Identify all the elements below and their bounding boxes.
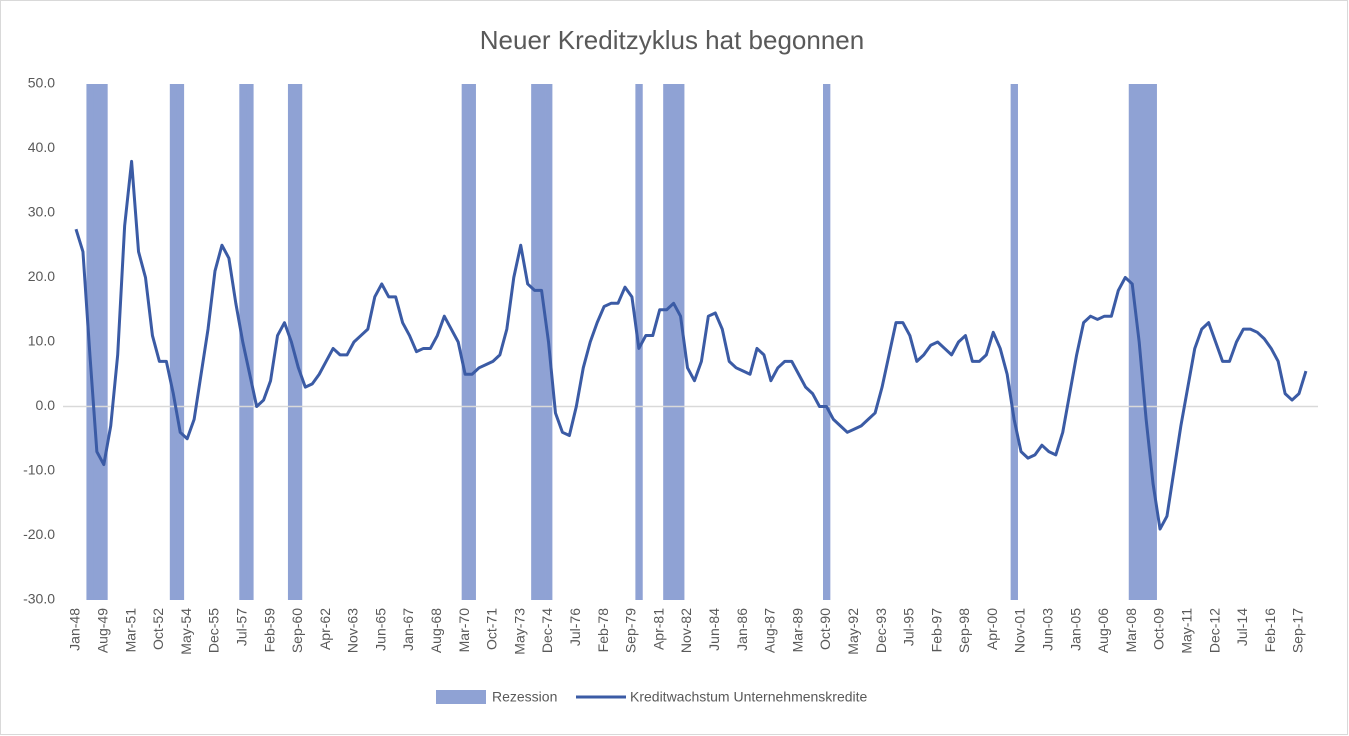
recession-bar [1149, 84, 1157, 600]
chart-title: Neuer Kreditzyklus hat begonnen [480, 25, 864, 55]
y-tick-label: 20.0 [28, 268, 55, 284]
legend-label: Rezession [492, 689, 557, 705]
x-tick-label: Oct-90 [817, 608, 833, 650]
recession-bar [246, 84, 254, 600]
x-tick-label: Oct-09 [1151, 608, 1167, 650]
x-tick-label: Aug-87 [762, 608, 778, 653]
x-tick-label: Mar-70 [456, 608, 472, 653]
y-tick-label: -10.0 [23, 462, 55, 478]
x-tick-label: Dec-93 [873, 608, 889, 653]
x-tick-label: Sep-79 [623, 608, 639, 653]
legend: Rezession Kreditwachstum Unternehmenskre… [436, 689, 868, 705]
x-tick-label: Dec-55 [206, 608, 222, 653]
x-tick-label: Apr-62 [317, 608, 333, 650]
y-tick-label: 10.0 [28, 333, 55, 349]
x-tick-label: Jul-14 [1234, 608, 1250, 646]
x-tick-label: Sep-17 [1290, 608, 1306, 653]
x-tick-label: Jul-76 [567, 608, 583, 646]
x-tick-label: Oct-52 [150, 608, 166, 650]
x-tick-label: Feb-59 [261, 608, 277, 653]
x-tick-label: Oct-71 [484, 608, 500, 650]
recession-bar [93, 84, 101, 600]
recession-bar [468, 84, 476, 600]
x-tick-label: Jan-86 [734, 608, 750, 651]
x-tick-label: Feb-78 [595, 608, 611, 653]
recession-bar [823, 84, 831, 600]
recession-bar [663, 84, 671, 600]
x-tick-label: Jun-03 [1040, 608, 1056, 651]
x-tick-label: Sep-60 [289, 608, 305, 653]
x-tick-label: May-73 [511, 608, 527, 655]
y-tick-label: 40.0 [28, 139, 55, 155]
x-tick-label: Jul-95 [901, 608, 917, 646]
legend-label: Kreditwachstum Unternehmenskredite [630, 689, 868, 705]
recession-bar [169, 84, 178, 600]
x-tick-label: Apr-81 [650, 608, 666, 650]
x-tick-label: Nov-01 [1012, 608, 1028, 653]
x-tick-label: Apr-00 [984, 608, 1000, 650]
y-tick-label: -20.0 [23, 526, 55, 542]
x-tick-label: Jan-67 [400, 608, 416, 651]
recession-bar [100, 84, 108, 600]
x-tick-label: Nov-82 [678, 608, 694, 653]
y-tick-label: 50.0 [28, 75, 55, 91]
x-tick-label: May-11 [1179, 608, 1195, 654]
recession-bar [677, 84, 685, 600]
x-tick-label: Mar-89 [789, 608, 805, 653]
x-tick-label: Aug-49 [95, 608, 111, 653]
x-tick-label: May-92 [845, 608, 861, 655]
x-tick-label: Sep-98 [956, 608, 972, 653]
x-tick-label: Aug-06 [1095, 608, 1111, 653]
legend-swatch [436, 690, 486, 704]
x-tick-label: Mar-51 [122, 608, 138, 653]
recession-bar [1010, 84, 1018, 600]
x-tick-label: Nov-63 [345, 608, 361, 653]
y-tick-label: 0.0 [36, 397, 56, 413]
x-tick-label: Feb-97 [928, 608, 944, 653]
x-tick-label: Dec-74 [539, 608, 555, 653]
data-line [74, 159, 1308, 531]
x-tick-label: Feb-16 [1262, 608, 1278, 653]
x-tick-label: Jul-57 [234, 608, 250, 646]
recession-bar [531, 84, 539, 600]
recession-bar [461, 84, 470, 600]
x-tick-label: Jan-48 [67, 608, 83, 651]
x-tick-label: Jun-84 [706, 608, 722, 651]
recession-bar [538, 84, 546, 600]
x-tick-label: Mar-08 [1123, 608, 1139, 653]
y-tick-label: 30.0 [28, 204, 55, 220]
x-tick-label: Jun-65 [373, 608, 389, 651]
recession-bar [1128, 84, 1137, 600]
recession-bar [294, 84, 303, 600]
recession-bar [176, 84, 185, 600]
recession-bar [670, 84, 678, 600]
x-tick-label: Aug-68 [428, 608, 444, 653]
y-tick-label: -30.0 [23, 591, 55, 607]
recession-bar [1142, 84, 1150, 600]
x-tick-label: May-54 [178, 608, 194, 655]
x-tick-label: Jan-05 [1067, 608, 1083, 651]
x-tick-label: Dec-12 [1206, 608, 1222, 653]
